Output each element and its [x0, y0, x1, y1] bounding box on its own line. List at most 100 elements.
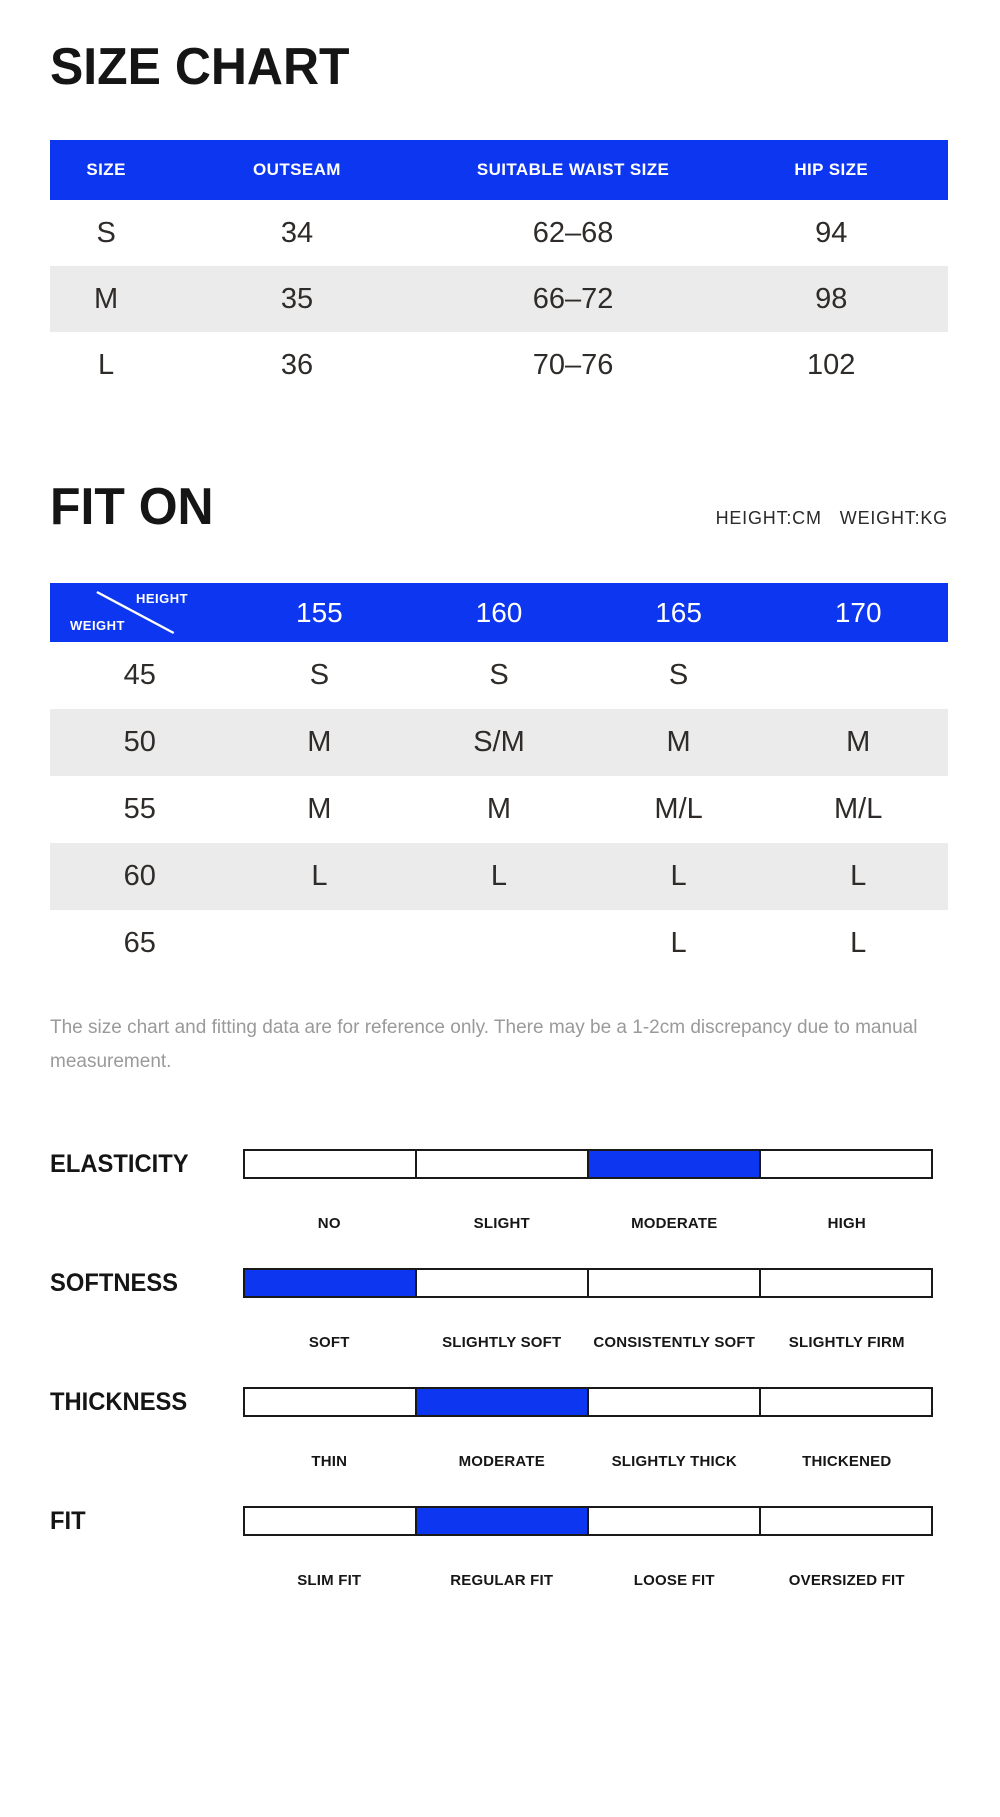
hip-cell: 94 [815, 216, 848, 249]
weight-cell: 55 [123, 793, 156, 825]
size-table-header-hip: HIP SIZE [794, 160, 869, 179]
fit-size-cell: L [311, 860, 328, 892]
hip-cell: 102 [807, 348, 856, 381]
weight-cell: 45 [123, 659, 156, 691]
bar-segment [587, 1389, 759, 1415]
bar-segment [759, 1270, 931, 1296]
fit-size-cell: L [490, 860, 508, 892]
attribute-option: MODERATE [631, 1215, 718, 1232]
attribute-option: SLIGHTLY THICK [611, 1453, 737, 1470]
attribute-section-thickness: THICKNESS THIN MODERATE SLIGHTLY THICK T… [50, 1387, 948, 1470]
corner-weight-label: WEIGHT [70, 618, 125, 633]
attribute-option: NO [317, 1215, 341, 1232]
fit-table: HEIGHT WEIGHT 155 160 165 170 45 S S S 5… [50, 583, 948, 977]
attribute-option: SOFT [308, 1334, 350, 1351]
fit-size-cell: M [486, 793, 512, 825]
attribute-option-labels: SLIM FIT REGULAR FIT LOOSE FIT OVERSIZED… [243, 1572, 933, 1589]
bar-segment [415, 1389, 587, 1415]
size-cell: L [98, 348, 115, 381]
attribute-bar [243, 1149, 933, 1179]
fit-size-cell: S [668, 659, 689, 691]
fit-size-cell: M [846, 726, 871, 758]
fit-on-heading-row: FIT ON HEIGHT:CM WEIGHT:KG [50, 478, 948, 534]
attribute-option: REGULAR FIT [450, 1572, 554, 1589]
bar-segment [587, 1151, 759, 1177]
attribute-label: THICKNESS [50, 1387, 188, 1416]
disclaimer-text: The size chart and fitting data are for … [50, 1017, 918, 1072]
attribute-option: SLIGHTLY SOFT [442, 1334, 562, 1351]
attribute-option-labels: NO SLIGHT MODERATE HIGH [243, 1215, 933, 1232]
fit-size-cell: L [670, 860, 687, 892]
size-table-row-s: S 34 62–68 94 [50, 200, 948, 266]
attribute-bar [243, 1506, 933, 1536]
bar-segment [587, 1508, 759, 1534]
fit-table-row-45: 45 S S S [50, 642, 948, 709]
attribute-option: CONSISTENTLY SOFT [593, 1334, 756, 1351]
outseam-cell: 34 [280, 216, 314, 249]
attribute-option: SLIGHT [473, 1215, 530, 1232]
fit-size-cell: M/L [834, 793, 883, 825]
attribute-option: THICKENED [802, 1453, 892, 1470]
diagonal-divider-line [96, 590, 175, 635]
weight-cell: 65 [123, 927, 156, 959]
hip-cell: 98 [815, 282, 848, 315]
waist-cell: 70–76 [532, 348, 614, 381]
bar-segment [415, 1270, 587, 1296]
height-column-header: 155 [296, 596, 343, 628]
attribute-option: LOOSE FIT [633, 1572, 715, 1589]
attribute-section-elasticity: ELASTICITY NO SLIGHT MODERATE HIGH [50, 1149, 948, 1232]
weight-cell: 50 [123, 726, 156, 758]
bar-segment [759, 1151, 931, 1177]
units-note: HEIGHT:CM WEIGHT:KG [716, 508, 948, 529]
waist-cell: 66–72 [532, 282, 614, 315]
height-unit-label: HEIGHT:CM [715, 508, 822, 528]
fit-size-cell: M [666, 726, 691, 758]
size-table-header-outseam: OUTSEAM [253, 160, 341, 179]
attribute-bar [243, 1387, 933, 1417]
attribute-section-fit: FIT SLIM FIT REGULAR FIT LOOSE FIT OVERS… [50, 1506, 948, 1589]
fit-size-cell: M [307, 726, 332, 758]
attribute-option: THIN [311, 1453, 348, 1470]
outseam-cell: 36 [280, 348, 314, 381]
waist-cell: 62–68 [532, 216, 614, 249]
size-chart-title: SIZE CHART [50, 38, 350, 96]
bar-segment [415, 1508, 587, 1534]
attribute-option-labels: THIN MODERATE SLIGHTLY THICK THICKENED [243, 1453, 933, 1470]
size-table-row-m: M 35 66–72 98 [50, 266, 948, 332]
size-guide-page: SIZE CHART SIZE OUTSEAM SUITABLE WAIST S… [50, 40, 948, 1589]
bar-segment [587, 1270, 759, 1296]
outseam-cell: 35 [280, 282, 314, 315]
size-table-header-waist: SUITABLE WAIST SIZE [476, 160, 670, 179]
bar-segment [245, 1270, 415, 1296]
fit-table-row-65: 65 L L [50, 910, 948, 977]
fit-size-cell: M/L [654, 793, 703, 825]
size-cell: S [96, 216, 116, 249]
size-table-header-row: SIZE OUTSEAM SUITABLE WAIST SIZE HIP SIZ… [50, 140, 948, 200]
fit-size-cell: S/M [473, 726, 525, 758]
weight-cell: 60 [123, 860, 156, 892]
size-table: SIZE OUTSEAM SUITABLE WAIST SIZE HIP SIZ… [50, 140, 948, 398]
fit-table-row-60: 60 L L L L [50, 843, 948, 910]
attribute-scales: ELASTICITY NO SLIGHT MODERATE HIGH SOFTN… [50, 1149, 948, 1589]
attribute-label: SOFTNESS [50, 1268, 179, 1297]
attribute-option: OVERSIZED FIT [788, 1572, 905, 1589]
attribute-bar [243, 1268, 933, 1298]
attribute-label: FIT [50, 1506, 86, 1535]
attribute-option: MODERATE [458, 1453, 545, 1470]
fit-size-cell: L [670, 927, 687, 959]
attribute-option-labels: SOFT SLIGHTLY SOFT CONSISTENTLY SOFT SLI… [243, 1334, 933, 1351]
fit-size-cell: L [850, 860, 867, 892]
fit-table-row-55: 55 M M M/L M/L [50, 776, 948, 843]
fit-table-row-50: 50 M S/M M M [50, 709, 948, 776]
size-table-row-l: L 36 70–76 102 [50, 332, 948, 398]
bar-segment [415, 1151, 587, 1177]
weight-unit-label: WEIGHT:KG [839, 508, 948, 528]
size-cell: M [94, 282, 119, 315]
bar-segment [245, 1151, 415, 1177]
fit-table-header-row: HEIGHT WEIGHT 155 160 165 170 [50, 583, 948, 642]
attribute-option: SLIGHTLY FIRM [788, 1334, 905, 1351]
attribute-section-softness: SOFTNESS SOFT SLIGHTLY SOFT CONSISTENTLY… [50, 1268, 948, 1351]
bar-segment [245, 1508, 415, 1534]
attribute-option: HIGH [827, 1215, 866, 1232]
size-table-header-size: SIZE [86, 160, 126, 179]
